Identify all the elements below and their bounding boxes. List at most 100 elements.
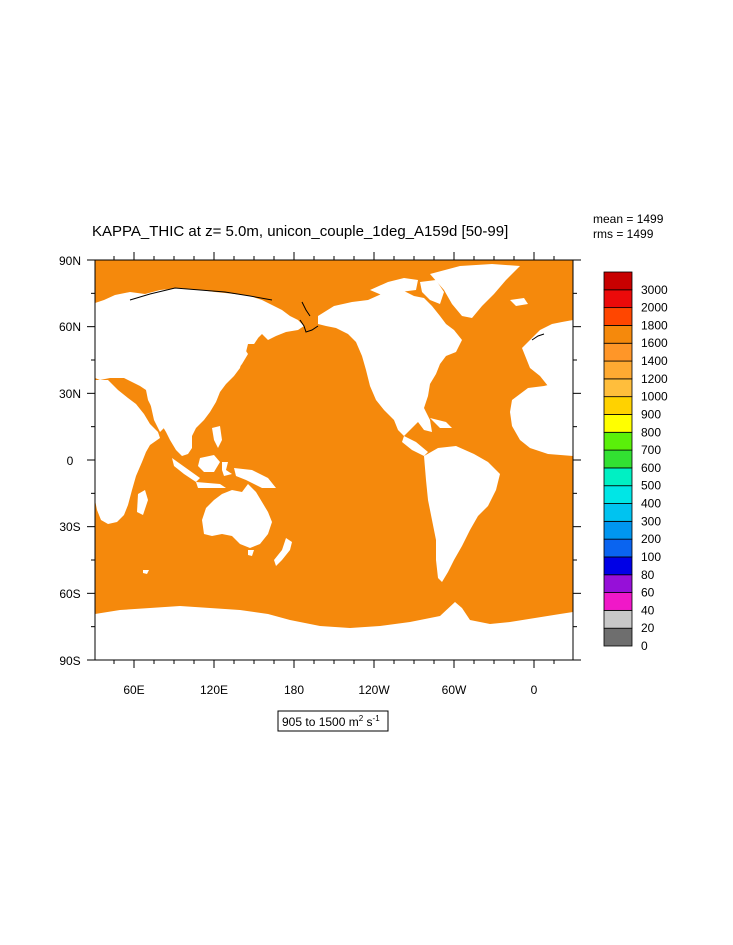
colorbar-label: 1000 [641, 390, 668, 404]
land-australia [202, 484, 272, 548]
land-central-america [402, 436, 428, 456]
range-label-text: 905 to 1500 m2 s-1 [282, 714, 380, 729]
lat-tick-0: 0 [67, 454, 74, 468]
colorbar-swatch [603, 592, 633, 611]
land-north-america [318, 290, 462, 436]
map-ticks [87, 252, 581, 668]
lon-axis-labels: 60E 120E 180 120W 60W 0 [123, 683, 537, 697]
labrador-coastline [531, 333, 545, 341]
colorbar-swatch [603, 467, 633, 487]
colorbar-label: 300 [641, 514, 661, 528]
lat-tick-60s: 60S [59, 587, 80, 601]
colorbar-swatch [603, 396, 633, 415]
land-eurasia [95, 288, 304, 456]
lat-tick-60n: 60N [59, 320, 81, 334]
land-madagascar [137, 490, 148, 515]
lat-tick-30n: 30N [59, 387, 81, 401]
land-new-guinea [234, 468, 276, 488]
lon-tick-60w: 60W [442, 683, 467, 697]
rms-label: rms = 1499 [593, 227, 654, 241]
lon-tick-120e: 120E [200, 683, 228, 697]
land-sumatra [172, 458, 200, 482]
lon-tick-120w: 120W [358, 683, 390, 697]
land-greenland [430, 264, 520, 318]
colorbar-label: 1200 [641, 372, 668, 386]
colorbar-swatch [603, 449, 633, 469]
land-sulawesi [222, 462, 232, 476]
colorbar-label: 80 [641, 568, 655, 582]
colorbar-label: 400 [641, 497, 661, 511]
colorbar-swatch [603, 431, 633, 451]
colorbar-label: 2000 [641, 301, 668, 315]
land-baffin [420, 280, 444, 304]
land-new-zealand [274, 538, 292, 566]
land-africa [95, 380, 160, 524]
colorbar-swatch [603, 414, 633, 433]
land-sakhalin [252, 320, 258, 344]
land-cuba [430, 418, 452, 428]
lon-tick-180: 180 [284, 683, 304, 697]
colorbar-swatch [603, 503, 633, 522]
colorbar-label: 700 [641, 443, 661, 457]
lat-tick-90s: 90S [59, 654, 80, 668]
lon-tick-0: 0 [531, 683, 538, 697]
colorbar-label: 500 [641, 479, 661, 493]
colorbar-swatch [603, 378, 633, 398]
land-masses [95, 264, 573, 660]
colorbar-label: 0 [641, 639, 648, 653]
map-panel [87, 252, 581, 668]
lon-tick-60e: 60E [123, 683, 144, 697]
colorbar-swatch [603, 325, 633, 344]
colorbar: 0 20 40 60 80 100 200 300 400 500 600 700 800 900 1000… [603, 271, 668, 653]
lat-tick-30s: 30S [59, 520, 80, 534]
range-label-box [277, 710, 389, 732]
range-label: 905 to 1500 m2 s-1 [277, 710, 389, 732]
range-label-sup2: -1 [373, 714, 381, 723]
land-tasmania [248, 550, 254, 556]
colorbar-label: 600 [641, 461, 661, 475]
colorbar-label: 60 [641, 586, 655, 600]
colorbar-label: 900 [641, 407, 661, 421]
land-india [150, 400, 170, 432]
land-japan [226, 348, 248, 378]
arctic-coastline [129, 287, 273, 301]
land-south-georgia [143, 570, 149, 574]
colorbar-label: 800 [641, 425, 661, 439]
land-iceland [510, 298, 528, 306]
coastline-overlay [129, 287, 545, 341]
colorbar-label: 3000 [641, 283, 668, 297]
colorbar-label: 40 [641, 603, 655, 617]
land-africa-east-edge [510, 378, 573, 456]
land-uk [530, 346, 544, 366]
bering-coastline [299, 319, 319, 333]
land-antarctica [95, 602, 573, 660]
land-arctic-islands [370, 278, 418, 296]
colorbar-swatch [603, 609, 633, 629]
land-philippines [212, 426, 222, 448]
colorbar-label: 1600 [641, 336, 668, 350]
colorbar-swatch [603, 520, 633, 540]
range-label-sup1: 2 [359, 714, 364, 723]
mean-label: mean = 1499 [593, 212, 664, 226]
colorbar-swatch [603, 342, 633, 362]
colorbar-swatch [603, 538, 633, 558]
colorbar-swatch [603, 271, 633, 291]
colorbar-label: 1800 [641, 318, 668, 332]
colorbar-label: 100 [641, 550, 661, 564]
colorbar-swatch [603, 627, 633, 647]
colorbar-swatch [603, 556, 633, 576]
land-borneo [198, 455, 220, 472]
land-south-america [424, 446, 500, 582]
colorbar-swatch [603, 289, 633, 309]
range-label-main: 905 to 1500 m [282, 715, 359, 729]
colorbar-swatch [603, 485, 633, 504]
colorbar-label: 1400 [641, 354, 668, 368]
colorbar-swatch [603, 360, 633, 380]
land-java [196, 482, 226, 488]
lat-tick-90n: 90N [59, 254, 81, 268]
colorbar-label: 200 [641, 532, 661, 546]
colorbar-swatch [603, 307, 633, 326]
lat-axis-labels: 90N 60N 30N 0 30S 60S 90S [59, 254, 81, 668]
colorbar-swatch [603, 574, 633, 593]
